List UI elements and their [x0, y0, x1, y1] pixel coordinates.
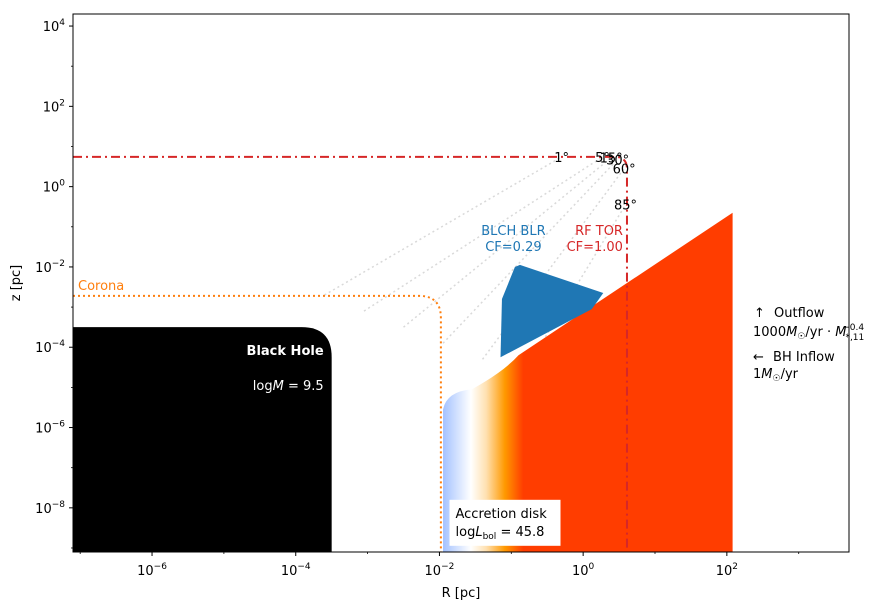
black-hole — [73, 327, 332, 552]
sightline — [521, 204, 627, 376]
angle-label: 15° — [600, 152, 623, 167]
sightline — [324, 156, 562, 296]
x-tick-label: 10−6 — [137, 562, 167, 579]
disk-luminosity-label: logLbol = 45.8 — [456, 525, 545, 542]
inflow-label: ← BH Inflow — [753, 350, 835, 365]
outflow-text: Outflow — [774, 306, 825, 321]
y-tick-label: 10−2 — [35, 259, 65, 276]
corona-label: Corona — [78, 279, 124, 294]
disk-label-box — [449, 499, 561, 546]
y-tick-label: 102 — [43, 98, 65, 115]
angle-label: 5° — [595, 151, 610, 166]
x-tick-label: 10−4 — [281, 562, 311, 579]
x-axis-label: R [pc] — [442, 586, 481, 601]
y-tick-label: 10−8 — [35, 500, 65, 517]
y-axis-ticks: 10−8 10−6 10−4 10−2 100 102 104 — [35, 18, 73, 549]
torus-label: RF TOR — [575, 224, 623, 239]
black-hole-mass: logM = 9.5 — [253, 379, 324, 394]
inflow-text: BH Inflow — [773, 350, 835, 365]
angle-label: 85° — [614, 199, 637, 214]
y-tick-label: 10−4 — [35, 339, 65, 356]
annotations: 1° 5°15°30°60° 85° Black Hole logM = 9.5 Coro… — [78, 151, 637, 546]
y-tick-label: 100 — [43, 179, 66, 196]
outflow-arrow: ↑ — [754, 306, 765, 321]
plot-area — [73, 155, 733, 552]
y-tick-label: 10−6 — [35, 420, 65, 437]
outflow-rate: 1000M☉/yr · M*,11−0.4 — [753, 323, 864, 343]
x-tick-label: 10−2 — [425, 562, 455, 579]
torus-boundary — [73, 155, 628, 552]
angle-label: 60° — [613, 163, 636, 178]
x-tick-label: 102 — [716, 562, 738, 579]
x-axis-ticks: 10−6 10−4 10−2 100 102 — [79, 552, 800, 579]
accretion-disk — [443, 212, 733, 552]
blr-region — [500, 264, 604, 358]
y-tick-label: 104 — [43, 18, 66, 35]
torus-cf-label: CF=1.00 — [567, 240, 623, 255]
flow-legend: ↑ Outflow 1000M☉/yr · M*,11−0.4 ← BH Inf… — [753, 306, 864, 384]
angle-label: 1° — [554, 151, 569, 166]
disk-label: Accretion disk — [456, 507, 548, 522]
outflow-label: ↑ Outflow — [754, 306, 825, 321]
sightline — [442, 158, 619, 344]
inflow-arrow: ← — [753, 350, 764, 365]
corona-boundary — [73, 294, 442, 552]
sightline — [363, 156, 603, 312]
black-hole-label: Black Hole — [247, 344, 324, 359]
y-axis-label: z [pc] — [9, 265, 24, 302]
inflow-rate: 1M☉/yr — [753, 367, 799, 384]
plot-frame — [72, 13, 850, 553]
blr-cf-label: CF=0.29 — [485, 240, 541, 255]
x-tick-label: 100 — [572, 562, 595, 579]
angle-label: 30° — [606, 153, 629, 168]
blr-label: BLCH BLR — [481, 224, 545, 239]
